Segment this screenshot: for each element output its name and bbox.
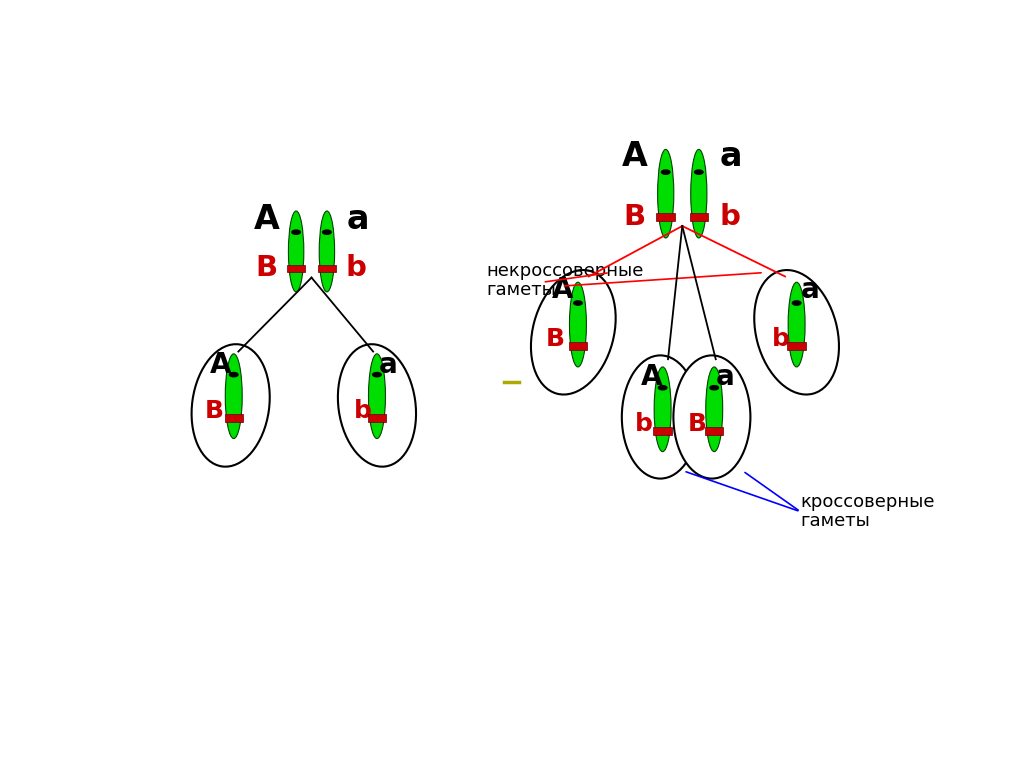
Ellipse shape: [755, 270, 839, 394]
Text: B: B: [256, 255, 278, 282]
Text: A: A: [641, 363, 663, 390]
Ellipse shape: [657, 150, 674, 238]
Bar: [653, 427, 672, 435]
Text: B: B: [205, 399, 223, 423]
Ellipse shape: [530, 270, 615, 394]
Text: a: a: [379, 351, 397, 379]
Ellipse shape: [573, 301, 583, 305]
Text: a: a: [801, 275, 820, 304]
Bar: [705, 427, 724, 435]
Text: b: b: [772, 328, 790, 351]
Ellipse shape: [229, 373, 238, 377]
Text: a: a: [720, 140, 742, 173]
Bar: [689, 213, 708, 221]
Bar: [368, 414, 386, 422]
Ellipse shape: [694, 170, 703, 174]
Ellipse shape: [674, 355, 751, 479]
Ellipse shape: [323, 230, 331, 234]
Ellipse shape: [622, 355, 698, 479]
Ellipse shape: [658, 386, 667, 390]
Ellipse shape: [338, 344, 416, 466]
Ellipse shape: [289, 211, 304, 292]
Ellipse shape: [706, 367, 723, 452]
Ellipse shape: [793, 301, 801, 305]
Text: b: b: [635, 412, 652, 436]
Text: b: b: [354, 399, 372, 423]
Bar: [317, 265, 336, 272]
Ellipse shape: [292, 230, 300, 234]
Bar: [287, 265, 305, 272]
Ellipse shape: [662, 170, 670, 174]
Text: кроссоверные: кроссоверные: [801, 492, 935, 511]
Text: A: A: [210, 351, 231, 379]
Text: A: A: [552, 275, 573, 304]
Text: гаметы: гаметы: [486, 281, 556, 299]
Text: b: b: [346, 255, 367, 282]
Ellipse shape: [319, 211, 335, 292]
Ellipse shape: [691, 150, 707, 238]
Ellipse shape: [788, 282, 805, 367]
Text: гаметы: гаметы: [801, 512, 870, 530]
Ellipse shape: [654, 367, 671, 452]
Bar: [224, 414, 243, 422]
Text: A: A: [254, 202, 280, 235]
Ellipse shape: [191, 344, 269, 466]
Text: B: B: [688, 412, 707, 436]
Text: B: B: [624, 202, 646, 231]
Text: b: b: [719, 202, 740, 231]
Text: a: a: [716, 363, 734, 390]
Ellipse shape: [225, 354, 243, 439]
Ellipse shape: [569, 282, 587, 367]
Text: A: A: [622, 140, 648, 173]
Ellipse shape: [373, 373, 381, 377]
Text: B: B: [546, 328, 564, 351]
Bar: [656, 213, 675, 221]
Ellipse shape: [369, 354, 385, 439]
Bar: [568, 342, 587, 350]
Text: a: a: [346, 202, 369, 235]
Ellipse shape: [710, 386, 719, 390]
Text: некроссоверные: некроссоверные: [486, 262, 644, 280]
Bar: [787, 342, 806, 350]
